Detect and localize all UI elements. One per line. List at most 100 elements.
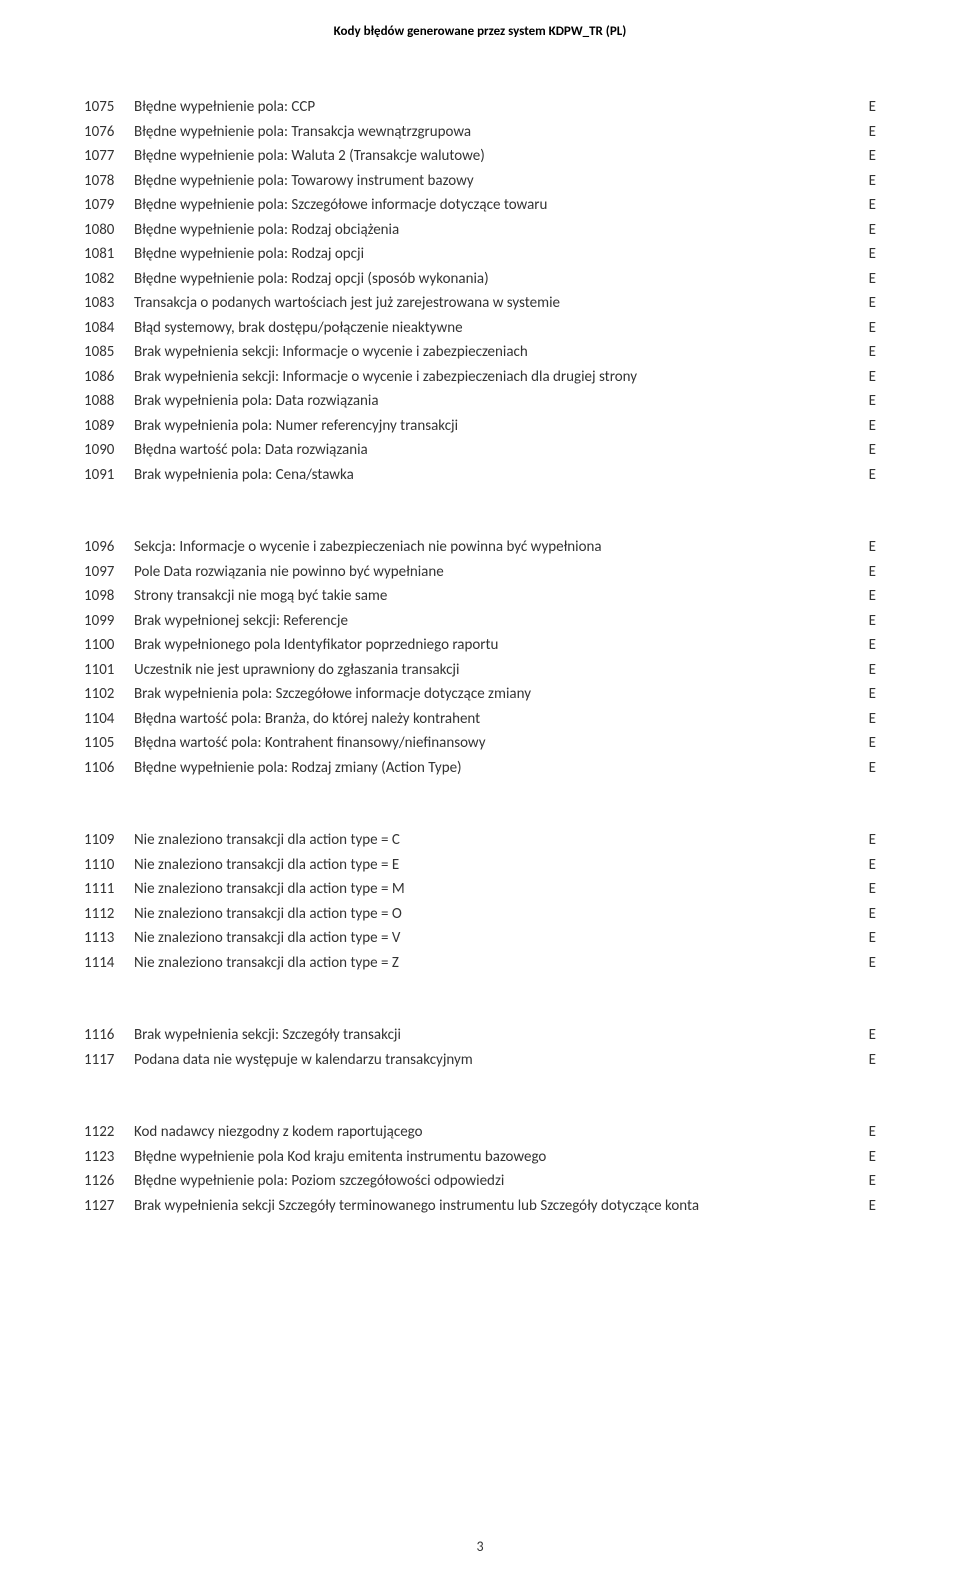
error-description: Podana data nie występuje w kalendarzu t… [134, 1048, 858, 1073]
error-flag: E [858, 316, 876, 341]
error-row: 1122Kod nadawcy niezgodny z kodem raport… [84, 1120, 876, 1145]
error-code: 1109 [84, 828, 134, 853]
error-row: 1077Błędne wypełnienie pola: Waluta 2 (T… [84, 144, 876, 169]
error-flag: E [858, 120, 876, 145]
error-flag: E [858, 609, 876, 634]
error-group: 1109Nie znaleziono transakcji dla action… [84, 828, 876, 975]
error-description: Błędne wypełnienie pola: Rodzaj opcji (s… [134, 267, 858, 292]
error-flag: E [858, 463, 876, 488]
error-flag: E [858, 828, 876, 853]
error-row: 1081Błędne wypełnienie pola: Rodzaj opcj… [84, 242, 876, 267]
error-code: 1110 [84, 853, 134, 878]
error-flag: E [858, 1120, 876, 1145]
error-code: 1098 [84, 584, 134, 609]
error-flag: E [858, 95, 876, 120]
error-codes-content: 1075Błędne wypełnienie pola: CCPE1076Błę… [0, 95, 960, 1218]
error-code: 1082 [84, 267, 134, 292]
error-code: 1080 [84, 218, 134, 243]
page-header-title: Kody błędów generowane przez system KDPW… [0, 0, 960, 95]
error-code: 1112 [84, 902, 134, 927]
error-row: 1097Pole Data rozwiązania nie powinno by… [84, 560, 876, 585]
error-flag: E [858, 414, 876, 439]
error-flag: E [858, 584, 876, 609]
error-row: 1089Brak wypełnienia pola: Numer referen… [84, 414, 876, 439]
error-flag: E [858, 633, 876, 658]
error-description: Błędne wypełnienie pola: Szczegółowe inf… [134, 193, 858, 218]
error-code: 1123 [84, 1145, 134, 1170]
error-flag: E [858, 193, 876, 218]
error-description: Brak wypełnienia sekcji Szczegóły termin… [134, 1194, 858, 1219]
error-flag: E [858, 926, 876, 951]
error-description: Nie znaleziono transakcji dla action typ… [134, 877, 858, 902]
page-number: 3 [0, 1538, 960, 1555]
error-code: 1076 [84, 120, 134, 145]
error-flag: E [858, 853, 876, 878]
error-code: 1101 [84, 658, 134, 683]
error-row: 1100Brak wypełnionego pola Identyfikator… [84, 633, 876, 658]
error-code: 1105 [84, 731, 134, 756]
error-code: 1090 [84, 438, 134, 463]
error-flag: E [858, 438, 876, 463]
error-description: Brak wypełnionej sekcji: Referencje [134, 609, 858, 634]
error-code: 1116 [84, 1023, 134, 1048]
error-description: Brak wypełnienia sekcji: Szczegóły trans… [134, 1023, 858, 1048]
error-flag: E [858, 242, 876, 267]
error-row: 1099Brak wypełnionej sekcji: ReferencjeE [84, 609, 876, 634]
error-code: 1113 [84, 926, 134, 951]
error-description: Błędne wypełnienie pola Kod kraju emiten… [134, 1145, 858, 1170]
error-description: Nie znaleziono transakcji dla action typ… [134, 926, 858, 951]
error-flag: E [858, 756, 876, 781]
error-row: 1109Nie znaleziono transakcji dla action… [84, 828, 876, 853]
error-flag: E [858, 1194, 876, 1219]
error-code: 1127 [84, 1194, 134, 1219]
error-row: 1101Uczestnik nie jest uprawniony do zgł… [84, 658, 876, 683]
error-description: Brak wypełnienia sekcji: Informacje o wy… [134, 340, 858, 365]
error-code: 1075 [84, 95, 134, 120]
error-group: 1096Sekcja: Informacje o wycenie i zabez… [84, 535, 876, 780]
error-code: 1102 [84, 682, 134, 707]
error-description: Błędne wypełnienie pola: Rodzaj zmiany (… [134, 756, 858, 781]
error-flag: E [858, 560, 876, 585]
error-flag: E [858, 340, 876, 365]
error-description: Błędne wypełnienie pola: Rodzaj opcji [134, 242, 858, 267]
error-group: 1122Kod nadawcy niezgodny z kodem raport… [84, 1120, 876, 1218]
error-code: 1089 [84, 414, 134, 439]
error-flag: E [858, 658, 876, 683]
error-row: 1088Brak wypełnienia pola: Data rozwiąza… [84, 389, 876, 414]
error-code: 1088 [84, 389, 134, 414]
error-flag: E [858, 1023, 876, 1048]
error-description: Kod nadawcy niezgodny z kodem raportując… [134, 1120, 858, 1145]
error-flag: E [858, 1169, 876, 1194]
error-flag: E [858, 365, 876, 390]
error-flag: E [858, 218, 876, 243]
error-description: Nie znaleziono transakcji dla action typ… [134, 951, 858, 976]
error-row: 1084Błąd systemowy, brak dostępu/połącze… [84, 316, 876, 341]
error-flag: E [858, 291, 876, 316]
error-row: 1112Nie znaleziono transakcji dla action… [84, 902, 876, 927]
error-row: 1104Błędna wartość pola: Branża, do któr… [84, 707, 876, 732]
error-description: Brak wypełnienia sekcji: Informacje o wy… [134, 365, 858, 390]
error-group: 1116Brak wypełnienia sekcji: Szczegóły t… [84, 1023, 876, 1072]
error-description: Brak wypełnionego pola Identyfikator pop… [134, 633, 858, 658]
error-description: Transakcja o podanych wartościach jest j… [134, 291, 858, 316]
error-description: Brak wypełnienia pola: Cena/stawka [134, 463, 858, 488]
error-code: 1096 [84, 535, 134, 560]
error-row: 1116Brak wypełnienia sekcji: Szczegóły t… [84, 1023, 876, 1048]
error-row: 1117Podana data nie występuje w kalendar… [84, 1048, 876, 1073]
error-flag: E [858, 535, 876, 560]
error-row: 1091Brak wypełnienia pola: Cena/stawkaE [84, 463, 876, 488]
error-code: 1091 [84, 463, 134, 488]
error-description: Sekcja: Informacje o wycenie i zabezpiec… [134, 535, 858, 560]
error-row: 1126Błędne wypełnienie pola: Poziom szcz… [84, 1169, 876, 1194]
error-code: 1077 [84, 144, 134, 169]
error-flag: E [858, 169, 876, 194]
error-description: Uczestnik nie jest uprawniony do zgłasza… [134, 658, 858, 683]
error-code: 1126 [84, 1169, 134, 1194]
error-flag: E [858, 951, 876, 976]
error-description: Błędne wypełnienie pola: Waluta 2 (Trans… [134, 144, 858, 169]
error-description: Strony transakcji nie mogą być takie sam… [134, 584, 858, 609]
error-description: Błędna wartość pola: Data rozwiązania [134, 438, 858, 463]
error-description: Błędne wypełnienie pola: Transakcja wewn… [134, 120, 858, 145]
error-row: 1079Błędne wypełnienie pola: Szczegółowe… [84, 193, 876, 218]
error-flag: E [858, 267, 876, 292]
